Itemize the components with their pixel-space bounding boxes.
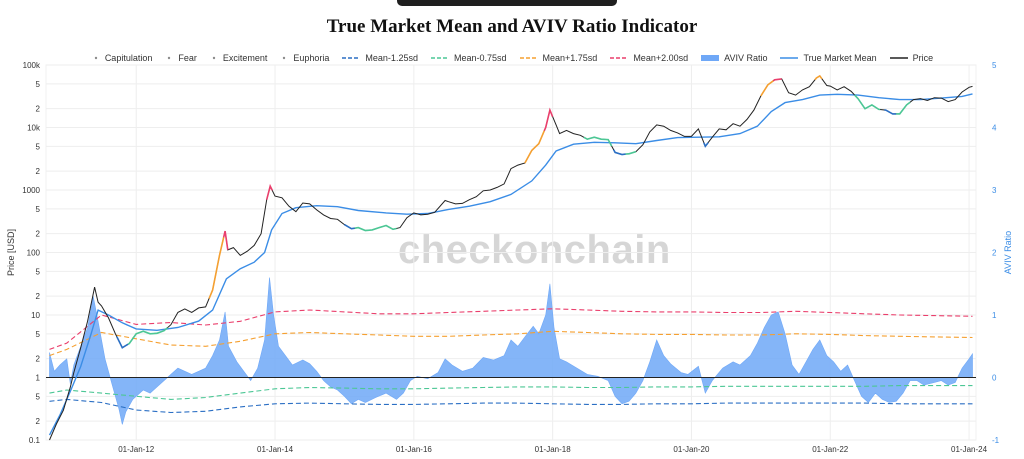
price-regime-fear <box>853 94 881 111</box>
legend-item-mean-2-00sd[interactable]: Mean+2.00sd <box>609 53 688 63</box>
y2-tick-label: 1 <box>992 311 997 320</box>
y-tick-label: 2 <box>36 230 41 239</box>
chart-title: True Market Mean and AVIV Ratio Indicato… <box>326 16 698 37</box>
legend-swatch <box>342 57 361 59</box>
y-tick-label: 5 <box>36 80 41 89</box>
legend-swatch <box>701 55 720 61</box>
series-aviv-ratio-area <box>49 277 973 425</box>
legend-item-mean-0-75sd[interactable]: Mean-0.75sd <box>430 53 507 63</box>
x-tick-label: 01-Jan-24 <box>951 445 988 454</box>
y-tick-label: 1 <box>36 374 41 383</box>
price-regime-capitulation <box>884 109 897 115</box>
y-tick-label: 1000 <box>22 186 40 195</box>
series-mean-2-00sd <box>49 308 973 350</box>
legend-swatch <box>889 57 908 59</box>
legend-item-fear[interactable]: Fear <box>164 53 197 63</box>
legend-label: Mean+1.75sd <box>542 53 598 63</box>
legend-item-true-market-mean[interactable]: True Market Mean <box>779 53 877 63</box>
legend-label: True Market Mean <box>803 53 877 63</box>
y-tick-label: 2 <box>36 167 41 176</box>
series-price <box>49 75 973 441</box>
legend-swatch <box>780 57 799 59</box>
x-tick-label: 01-Jan-22 <box>812 445 849 454</box>
legend-label: Fear <box>178 53 197 63</box>
legend-item-mean-1-75sd[interactable]: Mean+1.75sd <box>519 53 598 63</box>
legend-label: Euphoria <box>293 53 330 63</box>
legend-label: Excitement <box>222 53 268 63</box>
price-regime-excitement <box>814 74 823 81</box>
price-regime-euphoria <box>772 78 782 82</box>
legend-label: Price <box>912 53 934 63</box>
x-tick-label: 01-Jan-18 <box>535 445 572 454</box>
y2-tick-label: 5 <box>992 61 997 70</box>
top-handle-bar <box>397 0 617 6</box>
legend-swatch <box>283 56 286 60</box>
y-tick-label: 100 <box>27 249 41 258</box>
legend-item-price[interactable]: Price <box>889 53 934 63</box>
y-tick-label: 100k <box>23 61 41 70</box>
legend-item-excitement[interactable]: Excitement <box>209 53 268 63</box>
legend-swatch <box>610 57 629 59</box>
series-mean-1-25sd <box>49 398 973 414</box>
y-tick-label: 5 <box>36 267 41 276</box>
price-regime-capitulation <box>116 336 129 349</box>
legend-swatch <box>168 56 171 60</box>
y2-tick-label: 4 <box>992 124 997 133</box>
price-regime-fear <box>896 101 911 115</box>
price-regime-fear <box>354 224 397 232</box>
price-regime-euphoria <box>543 107 554 132</box>
series-true-market-mean <box>48 93 973 436</box>
y2-tick-label: 3 <box>992 186 997 195</box>
series-mean-1-75sd <box>49 330 973 357</box>
legend-item-euphoria[interactable]: Euphoria <box>279 53 329 63</box>
y-tick-label: 10k <box>27 124 41 133</box>
chart-legend: Capitulation Fear Excitement Euphoria Mean-1… <box>0 51 1024 65</box>
legend-item-mean-1-25sd[interactable]: Mean-1.25sd <box>341 53 418 63</box>
price-regime-fear <box>127 327 169 345</box>
x-tick-label: 01-Jan-16 <box>396 445 433 454</box>
y-tick-label: 10 <box>31 311 40 320</box>
price-regime-excitement <box>208 237 225 299</box>
price-regime-fear <box>625 150 637 155</box>
y-axis-title: Price [USD] <box>6 229 16 276</box>
legend-item-capitulation[interactable]: Capitulation <box>91 53 153 63</box>
legend-swatch <box>519 57 538 59</box>
price-regime-euphoria <box>222 230 229 251</box>
x-tick-label: 01-Jan-12 <box>118 445 155 454</box>
price-regime-euphoria <box>265 183 274 200</box>
y2-tick-label: 2 <box>992 249 997 258</box>
price-regime-excitement <box>760 80 774 97</box>
y-tick-label: 5 <box>36 205 41 214</box>
legend-label: Mean-1.25sd <box>365 53 418 63</box>
y2-tick-label: 0 <box>992 374 997 383</box>
legend-label: Mean+2.00sd <box>633 53 689 63</box>
y-tick-label: 2 <box>36 417 41 426</box>
price-regime-excitement <box>524 130 546 164</box>
legend-label: Mean-0.75sd <box>453 53 507 63</box>
legend-item-aviv-ratio[interactable]: AVIV Ratio <box>700 53 767 63</box>
legend-swatch <box>430 57 449 59</box>
y2-axis-title: AVIV Ratio <box>1003 231 1013 274</box>
watermark-text: checkonchain <box>398 228 671 272</box>
x-tick-label: 01-Jan-20 <box>673 445 710 454</box>
price-regime-fear <box>583 136 613 147</box>
y-tick-label: 5 <box>36 142 41 151</box>
y-tick-label: 2 <box>36 292 41 301</box>
legend-label: Capitulation <box>104 53 153 63</box>
legend-swatch <box>212 56 216 60</box>
price-regime-capitulation <box>343 223 355 230</box>
y2-tick-label: -1 <box>992 436 1000 445</box>
price-regime-capitulation <box>703 142 709 148</box>
y-tick-label: 5 <box>36 330 41 339</box>
legend-label: AVIV Ratio <box>724 53 768 63</box>
price-regime-capitulation <box>612 149 626 156</box>
y-tick-label: 5 <box>36 392 41 401</box>
y-tick-label: 2 <box>36 355 41 364</box>
legend-swatch <box>94 56 98 60</box>
y-tick-label: 0.1 <box>29 436 41 445</box>
series-mean-0-75sd <box>49 385 973 400</box>
y-tick-label: 2 <box>36 105 41 114</box>
x-tick-label: 01-Jan-14 <box>257 445 294 454</box>
